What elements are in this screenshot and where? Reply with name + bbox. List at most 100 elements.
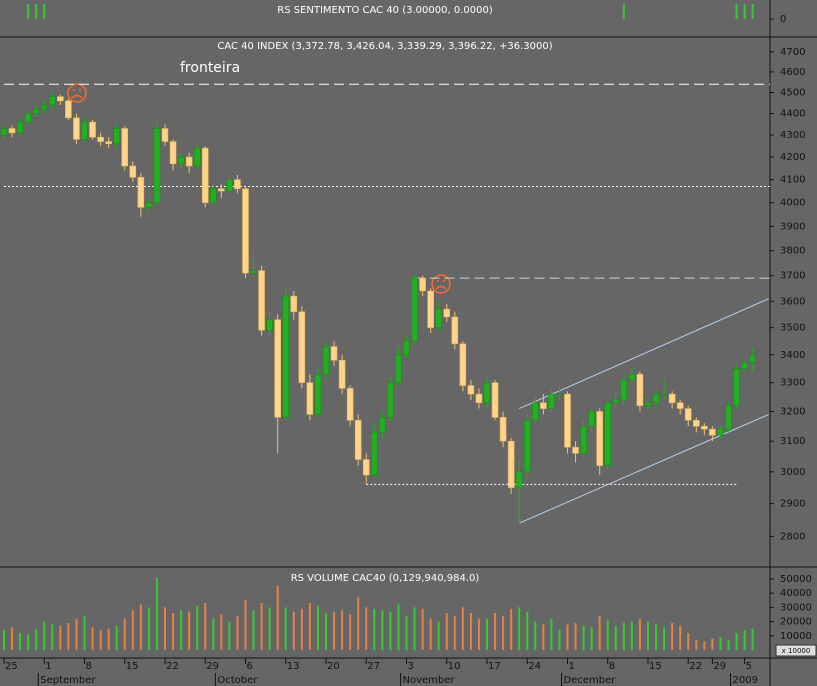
y-tick-label: 2900 [780, 499, 805, 510]
bar [735, 4, 738, 19]
candle-body [121, 128, 129, 167]
month-label: November [403, 675, 456, 686]
frown-icon [431, 274, 451, 294]
x-tick-label: 27 [367, 661, 380, 672]
bar [574, 622, 577, 650]
bar [751, 628, 754, 650]
bar [349, 614, 352, 650]
trend-line [519, 413, 769, 524]
candle-body [676, 402, 684, 409]
candle-body [435, 308, 443, 328]
x-tick-label: 22 [689, 661, 702, 672]
bar [115, 625, 118, 650]
bar [614, 625, 617, 650]
candle-body [427, 290, 434, 328]
bar [502, 615, 505, 650]
bar [550, 618, 553, 650]
y-tick-label: 3400 [780, 350, 805, 361]
bar [83, 615, 86, 650]
bar [252, 610, 255, 650]
candle-body [24, 113, 32, 123]
candle-body [403, 340, 410, 356]
candle-body [322, 346, 330, 375]
bar [743, 630, 746, 650]
candle-body [226, 179, 233, 192]
y-tick-label: 4300 [780, 130, 805, 141]
bar [284, 607, 287, 650]
candle-body [362, 459, 370, 476]
candle-body [81, 121, 88, 140]
bar [518, 607, 521, 650]
volume-title: RS VOLUME CAC40 (0,129,940,984.0) [291, 573, 480, 584]
bar [204, 603, 207, 650]
candle-body [652, 393, 660, 404]
candle-body [185, 156, 193, 167]
candle-body [161, 128, 169, 142]
x-tick-label: 17 [488, 661, 501, 672]
candle-body [531, 402, 539, 421]
y-tick-label: 3800 [780, 246, 805, 257]
y-tick-label: 50000 [780, 574, 812, 585]
candle-body [564, 393, 571, 448]
bar [494, 613, 497, 650]
y-tick-label: 4000 [780, 198, 805, 209]
candle-body [266, 319, 273, 331]
bar [67, 622, 70, 650]
bar [695, 640, 698, 650]
bar [711, 638, 714, 650]
candle-body [40, 104, 48, 110]
candle-body [644, 402, 652, 406]
x-tick-label: 22 [166, 661, 179, 672]
candle-body [65, 100, 72, 119]
bar [727, 640, 730, 650]
candle-body [338, 359, 346, 389]
candle-body [242, 188, 249, 274]
x-tick-label: 15 [649, 661, 662, 672]
candle-body [636, 373, 644, 406]
x-tick-label: 25 [5, 661, 18, 672]
y-tick-label: 20000 [780, 617, 812, 628]
bar [526, 611, 529, 650]
y-tick-label: 0 [780, 14, 786, 25]
bar [453, 615, 456, 650]
y-tick-label: 3100 [780, 436, 805, 447]
bar [534, 621, 537, 650]
candle-body [580, 425, 587, 454]
bar [51, 624, 54, 650]
bar [260, 603, 263, 650]
candle-body [475, 393, 483, 404]
bar [196, 605, 199, 650]
bar [276, 586, 279, 650]
frown-icon [67, 83, 87, 103]
bar [405, 615, 408, 650]
bar [751, 4, 754, 19]
candle-body [387, 382, 394, 418]
bar [558, 630, 561, 650]
x-tick-label: 13 [287, 661, 300, 672]
candle-body [725, 405, 732, 430]
candle-body [419, 277, 426, 292]
x-tick-label: 8 [86, 661, 92, 672]
y-tick-label: 3200 [780, 406, 805, 417]
candle-body [451, 316, 459, 345]
bar [413, 607, 416, 650]
bar [469, 613, 472, 650]
bar [172, 613, 175, 650]
x-tick-label: 3 [408, 661, 414, 672]
bar [437, 621, 440, 650]
x-tick-label: 20 [327, 661, 340, 672]
candle-body [274, 319, 282, 418]
bar [43, 4, 46, 19]
candle-body [499, 417, 507, 442]
candle-body [523, 420, 531, 473]
bar [542, 624, 545, 650]
y-tick-label: 3700 [780, 271, 805, 282]
candle-body [507, 440, 515, 488]
bar [663, 627, 666, 650]
candle-body [572, 446, 579, 454]
bar [35, 4, 38, 19]
bar [687, 632, 690, 650]
candle-body [411, 277, 418, 342]
candle-body [57, 96, 64, 102]
sentiment-title: RS SENTIMENTO CAC 40 (3.00000, 0.0000) [277, 5, 493, 16]
